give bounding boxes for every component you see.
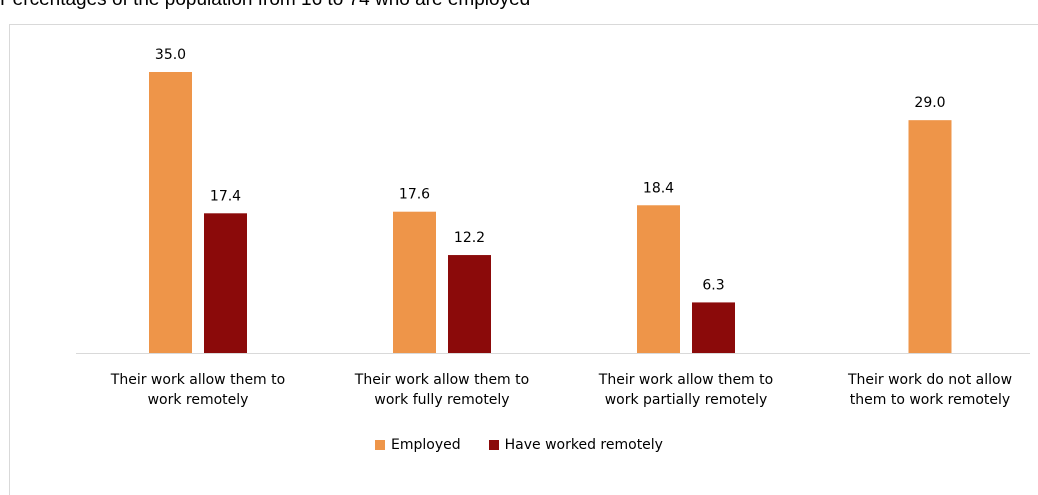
legend-swatch-worked-remotely: [488, 440, 499, 450]
chart-title: Percentages of the population from 16 to…: [0, 0, 530, 11]
data-label-employed-4: 29.0: [914, 95, 945, 111]
bar-worked-remotely-1: [204, 213, 247, 353]
bar-worked-remotely-3: [692, 302, 735, 353]
legend: Employed Have worked remotely: [0, 437, 1038, 453]
data-label-worked-remotely-3: 6.3: [702, 277, 724, 293]
bar-worked-remotely-2: [448, 255, 491, 353]
data-label-worked-remotely-2: 12.2: [454, 230, 485, 246]
chart-frame: [9, 24, 1038, 495]
bar-employed-2: [393, 211, 436, 353]
category-label-1: Their work allow them to work remotely: [110, 372, 285, 408]
legend-label-worked-remotely: Have worked remotely: [504, 437, 663, 453]
data-label-employed-1: 35.0: [155, 47, 186, 63]
data-label-worked-remotely-1: 17.4: [210, 188, 241, 204]
legend-item-employed: Employed: [375, 437, 461, 453]
bar-employed-4: [908, 120, 952, 354]
data-label-employed-2: 17.6: [399, 187, 430, 203]
data-label-employed-3: 18.4: [643, 180, 674, 196]
bar-employed-3: [637, 205, 680, 353]
category-label-2: Their work allow them to work fully remot…: [354, 372, 529, 408]
legend-label-employed: Employed: [391, 437, 461, 453]
legend-item-worked-remotely: Have worked remotely: [488, 437, 663, 453]
category-label-3: Their work allow them to work partially r…: [598, 372, 773, 408]
category-label-4: Their work do not allow them to work remo…: [847, 372, 1012, 408]
bar-employed-1: [149, 72, 192, 353]
legend-swatch-employed: [375, 440, 386, 450]
bar-chart: 35.0 17.4 Their work allow them to work rem…: [76, 47, 1030, 408]
